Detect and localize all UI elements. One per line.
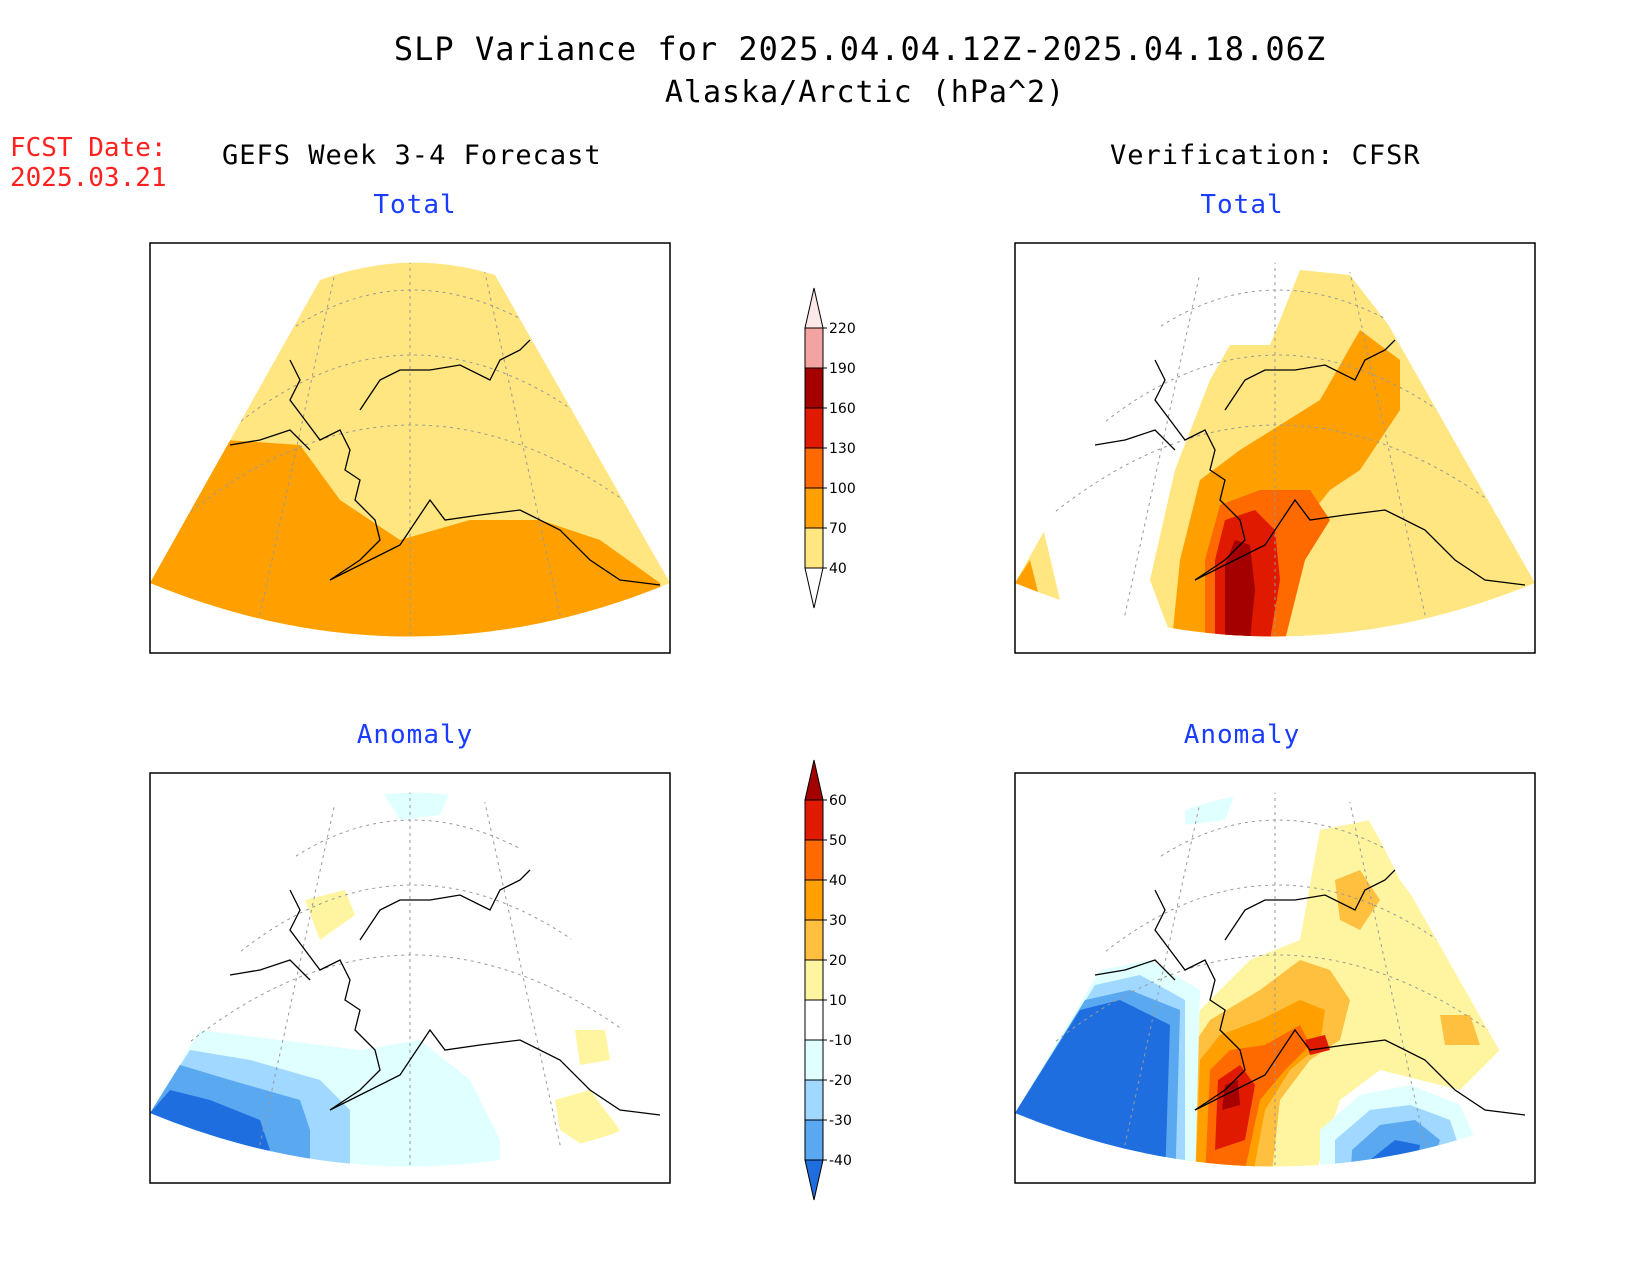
map-verification-total [1014, 242, 1536, 654]
colorbar-anomaly-label: 10 [829, 993, 847, 1009]
colorbar-anomaly-label: -20 [829, 1073, 852, 1089]
colorbar-anomaly-label: 60 [829, 793, 847, 809]
shade-10-20 [305, 890, 355, 940]
panel-subtitle-verification-anomaly: Anomaly [1183, 720, 1301, 750]
figure-title: SLP Variance for 2025.04.04.12Z-2025.04.… [393, 30, 1327, 68]
graticule [179, 262, 651, 637]
figure-subtitle: Alaska/Arctic (hPa^2) [664, 75, 1066, 110]
colorbar-anomaly-box [804, 959, 824, 1001]
graticule [1044, 792, 1516, 1167]
colorbar-total-label: 100 [829, 481, 856, 497]
colorbar-total-box [804, 327, 824, 369]
shade-below-minus40 [1015, 1000, 1170, 1167]
colorbar-anomaly-box [804, 839, 824, 881]
panel-subtitle-forecast-anomaly: Anomaly [356, 720, 474, 750]
colorbar-anomaly-label: -30 [829, 1113, 852, 1129]
colorbar-anomaly-box [804, 919, 824, 961]
colorbar-anomaly-box [804, 799, 824, 841]
graticule [1044, 262, 1516, 637]
forecast-date-value: 2025.03.21 [10, 163, 167, 193]
colorbar-total-box [804, 527, 824, 569]
shade-160-190 [1225, 540, 1255, 637]
coastline [1094, 339, 1526, 586]
colorbar-anomaly-label: -10 [829, 1033, 852, 1049]
panel-subtitle-forecast-total: Total [373, 190, 457, 220]
coastline [229, 339, 661, 586]
graticule [179, 792, 651, 1167]
shade-minus10-minus20 [375, 792, 455, 820]
frame [149, 772, 671, 1184]
colorbar-total-label: 130 [829, 441, 856, 457]
colorbar-anomaly-label: 40 [829, 873, 847, 889]
colorbar-total-box [804, 407, 824, 449]
verification-column-title: Verification: CFSR [1110, 140, 1421, 171]
shade-above-60 [1222, 1080, 1240, 1110]
frame [149, 242, 671, 654]
colorbar-anomaly-box [804, 1079, 824, 1121]
coastline [1094, 869, 1526, 1116]
frame [1014, 772, 1536, 1184]
forecast-date-label: FCST Date: [10, 133, 167, 163]
colorbar-total-box [804, 447, 824, 489]
shade-70-100 [150, 440, 670, 637]
colorbar-total-box [804, 487, 824, 529]
colorbar-total: 220 190 160 130 100 70 40 [804, 287, 856, 609]
map-verification-anomaly [1014, 772, 1536, 1184]
colorbar-anomaly-box [804, 879, 824, 921]
shade-100-130 [355, 640, 380, 660]
colorbar-anomaly-box [804, 999, 824, 1041]
coastline [229, 869, 661, 1116]
colorbar-anomaly-bottom-triangle [804, 1159, 824, 1201]
forecast-column-title: GEFS Week 3-4 Forecast [222, 140, 602, 171]
colorbar-total-label: 160 [829, 401, 856, 417]
map-forecast-anomaly [149, 772, 671, 1184]
map-forecast-total [149, 242, 671, 660]
colorbar-total-label: 70 [829, 521, 847, 537]
colorbar-total-label: 40 [829, 561, 847, 577]
colorbar-anomaly-label: -40 [829, 1153, 852, 1169]
colorbar-anomaly-top-triangle [804, 759, 824, 801]
colorbar-anomaly-box [804, 1039, 824, 1081]
colorbar-total-bottom-triangle [804, 567, 824, 609]
colorbar-anomaly: 60 50 40 30 20 10 -10 -20 -30 -40 [804, 759, 852, 1201]
panel-subtitle-verification-total: Total [1200, 190, 1284, 220]
colorbar-anomaly-label: 20 [829, 953, 847, 969]
frame [1014, 242, 1536, 654]
colorbar-total-box [804, 367, 824, 409]
colorbar-total-label: 220 [829, 321, 856, 337]
colorbar-total-label: 190 [829, 361, 856, 377]
colorbar-anomaly-label: 30 [829, 913, 847, 929]
colorbar-anomaly-label: 50 [829, 833, 847, 849]
colorbar-anomaly-box [804, 1119, 824, 1161]
colorbar-total-top-triangle [804, 287, 824, 329]
